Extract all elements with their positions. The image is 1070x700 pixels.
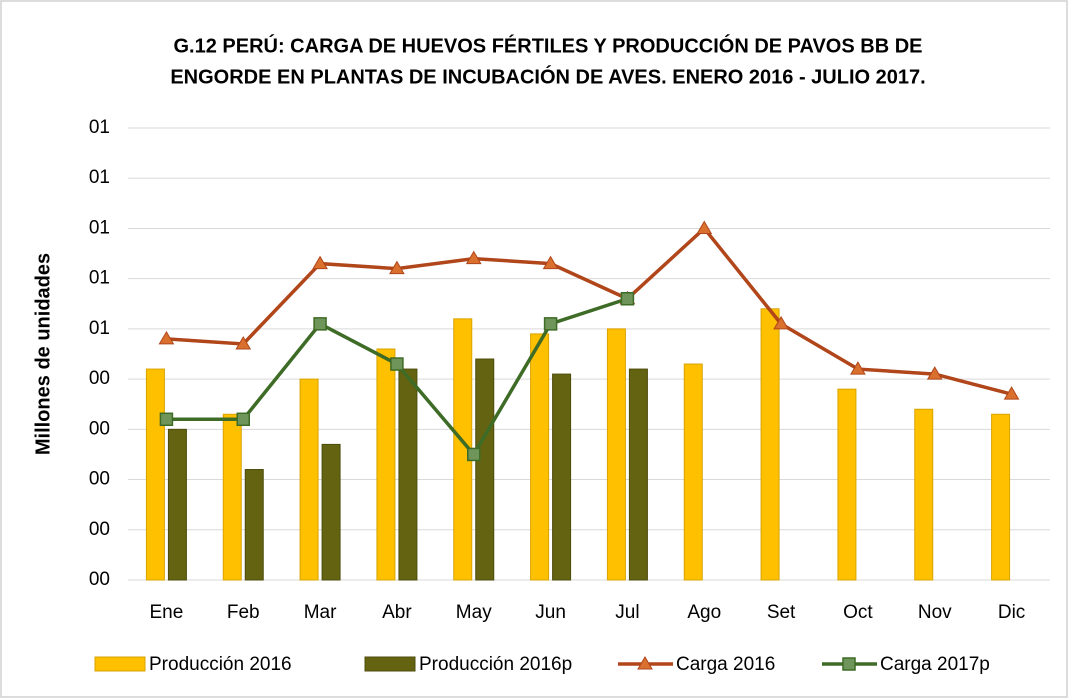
- line-marker: [543, 317, 558, 331]
- line-marker: [389, 260, 405, 275]
- x-tick-label: Nov: [918, 602, 952, 623]
- bar: [760, 308, 780, 581]
- bar: [167, 428, 187, 581]
- legend-swatch: [94, 656, 146, 672]
- y-tick-label: 01: [89, 318, 110, 339]
- y-tick-label: 00: [89, 519, 110, 540]
- bar: [837, 388, 857, 581]
- chart-title: ENGORDE EN PLANTAS DE INCUBACIÓN DE AVES…: [170, 64, 925, 88]
- legend-label: Carga 2017p: [880, 654, 990, 675]
- x-tick-label: Ene: [150, 602, 184, 623]
- bar: [606, 328, 626, 581]
- y-tick-label: 00: [89, 368, 110, 389]
- line-marker: [926, 366, 943, 380]
- line-marker: [159, 412, 174, 427]
- y-tick-label: 01: [89, 268, 110, 289]
- x-tick-label: Set: [767, 602, 796, 623]
- line-series: [166, 225, 1013, 396]
- x-tick-label: Feb: [227, 602, 260, 623]
- legend-label: Producción 2016: [149, 654, 292, 675]
- line-marker: [313, 317, 327, 331]
- bar: [991, 413, 1011, 581]
- bar: [552, 373, 572, 581]
- line-marker: [390, 357, 404, 371]
- line-marker: [696, 220, 713, 234]
- bar: [145, 368, 165, 581]
- x-tick-label: Dic: [998, 602, 1025, 623]
- legend-marker: [842, 657, 856, 671]
- chart-title: G.12 PERÚ: CARGA DE HUEVOS FÉRTILES Y PR…: [173, 33, 922, 57]
- bar: [683, 363, 703, 581]
- bar: [299, 378, 319, 581]
- bar: [222, 413, 242, 581]
- legend-marker: [637, 656, 653, 670]
- line-marker: [467, 447, 481, 462]
- x-tick-label: Ago: [687, 602, 721, 623]
- legend-swatch: [364, 656, 416, 672]
- line-marker: [235, 335, 252, 350]
- line-marker: [312, 255, 328, 270]
- y-tick-label: 01: [89, 167, 110, 188]
- x-tick-label: Oct: [843, 602, 873, 623]
- line-marker: [542, 255, 559, 270]
- line-marker: [850, 361, 866, 375]
- x-tick-label: Mar: [304, 602, 337, 623]
- y-tick-label: 00: [89, 418, 110, 439]
- line-marker: [158, 330, 175, 345]
- x-tick-label: Abr: [382, 602, 412, 623]
- legend-label: Carga 2016: [676, 654, 775, 675]
- legend-label: Producción 2016p: [419, 654, 572, 675]
- bar: [244, 469, 264, 581]
- y-tick-label: 00: [89, 569, 110, 590]
- x-tick-label: Jul: [615, 602, 639, 623]
- line-marker: [465, 250, 482, 265]
- y-tick-label: 01: [89, 117, 110, 138]
- line-marker: [1003, 386, 1020, 400]
- bar: [914, 408, 934, 581]
- bar: [530, 333, 550, 581]
- bar: [376, 348, 396, 581]
- x-tick-label: Jun: [535, 602, 566, 623]
- line-marker: [236, 412, 250, 427]
- bar: [321, 443, 341, 581]
- bar: [475, 358, 495, 581]
- bar: [398, 368, 418, 581]
- x-tick-label: May: [456, 602, 492, 623]
- y-tick-label: 00: [89, 469, 110, 490]
- line-marker: [773, 315, 789, 330]
- bar: [628, 368, 648, 581]
- y-axis-label: Millones de unidades: [32, 253, 54, 455]
- line-marker: [620, 292, 635, 306]
- y-tick-label: 01: [89, 217, 110, 238]
